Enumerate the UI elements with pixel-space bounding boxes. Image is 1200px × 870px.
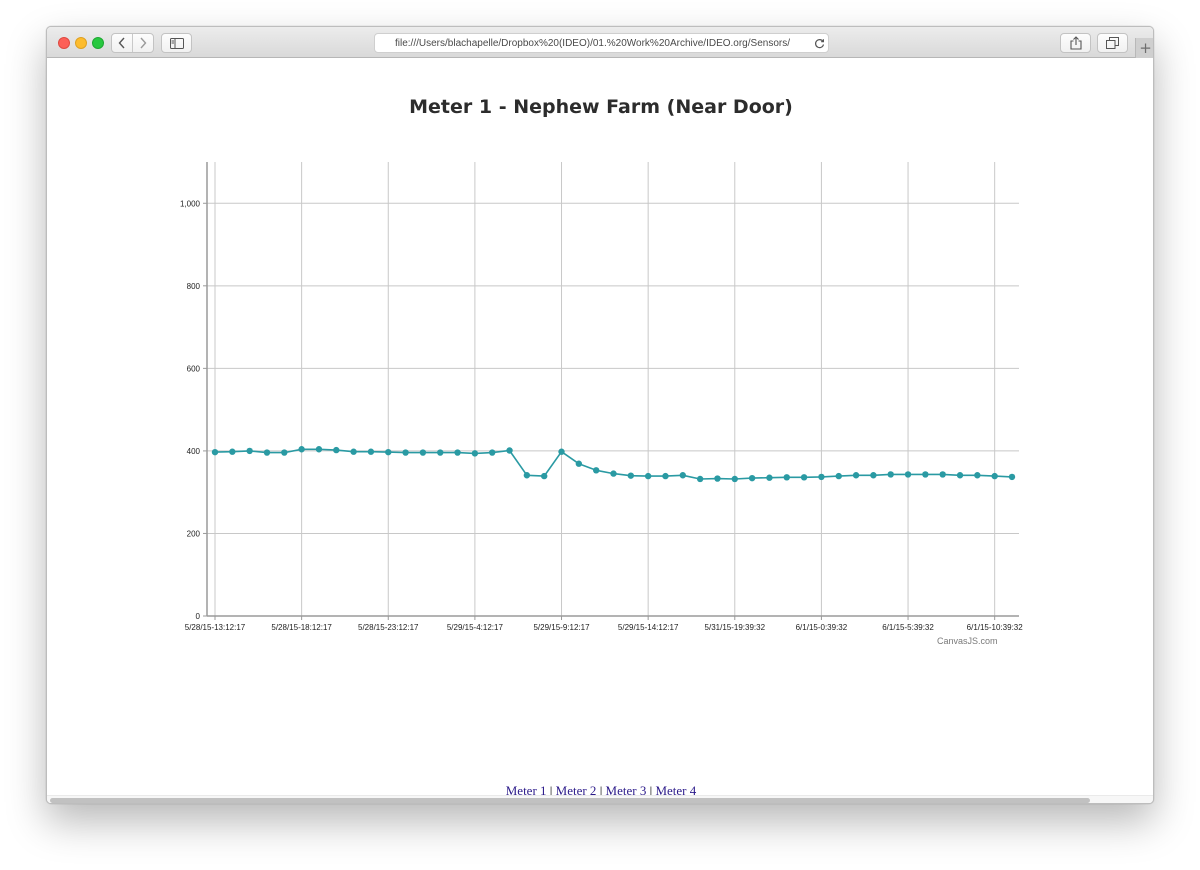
x-tick-label: 5/28/15-13:12:17 [185, 623, 246, 632]
forward-button[interactable] [132, 34, 153, 52]
data-point [696, 475, 704, 483]
data-point [974, 472, 981, 479]
data-point [402, 449, 409, 456]
browser-window: file:///Users/blachapelle/Dropbox%20(IDE… [46, 26, 1154, 804]
data-point [367, 448, 375, 455]
browser-toolbar: file:///Users/blachapelle/Dropbox%20(IDE… [47, 27, 1153, 58]
data-point [679, 472, 687, 479]
data-point [922, 471, 929, 478]
data-point [800, 474, 808, 481]
data-point [575, 460, 583, 467]
data-point [506, 447, 513, 454]
share-button[interactable] [1060, 33, 1091, 53]
data-point [991, 472, 998, 480]
x-tick-label: 6/1/15-5:39:32 [882, 623, 934, 632]
data-point [904, 471, 912, 478]
data-point [1008, 473, 1016, 481]
data-point [835, 472, 842, 480]
horizontal-scrollbar[interactable] [47, 795, 1153, 803]
zoom-window-button[interactable] [92, 37, 104, 49]
x-tick-label: 5/28/15-18:12:17 [271, 623, 332, 632]
x-tick-label: 5/29/15-9:12:17 [533, 623, 590, 632]
x-tick-label: 6/1/15-0:39:32 [796, 623, 848, 632]
data-point [437, 449, 444, 456]
minimize-window-button[interactable] [75, 37, 87, 49]
new-tab-button[interactable]: + [1135, 38, 1153, 58]
data-point [454, 449, 461, 456]
data-point [887, 471, 894, 478]
y-tick-label: 800 [187, 282, 201, 291]
close-window-button[interactable] [58, 37, 70, 49]
data-point [956, 472, 964, 479]
data-point [489, 449, 496, 456]
back-forward-group [111, 33, 154, 53]
meter-4-link[interactable]: Meter 4 [655, 783, 697, 798]
data-point [592, 467, 600, 474]
data-point [263, 449, 271, 456]
page-content: Meter 1 - Nephew Farm (Near Door) 0 200 40… [47, 58, 1153, 803]
data-point [315, 446, 323, 453]
line-chart: 0 200 400 600 800 1,000 5/28/15-13:12:17 5/28/1… [180, 162, 1024, 632]
y-tick-label: 200 [187, 529, 201, 538]
meter-2-link[interactable]: Meter 2 [555, 783, 597, 798]
data-point [610, 470, 617, 477]
share-icon [1069, 36, 1082, 50]
data-point [852, 472, 860, 479]
sidebar-toggle-button[interactable] [161, 33, 192, 53]
y-tick-label: 600 [187, 364, 201, 373]
data-point [870, 472, 877, 479]
data-point [644, 472, 652, 480]
data-point [471, 450, 479, 457]
link-separator: | [649, 783, 653, 798]
data-point [558, 448, 565, 455]
url-text[interactable]: file:///Users/blachapelle/Dropbox%20(IDE… [395, 37, 790, 49]
meter-3-link[interactable]: Meter 3 [605, 783, 647, 798]
link-separator: | [599, 783, 603, 798]
scrollbar-thumb[interactable] [50, 798, 1090, 803]
data-point [818, 473, 825, 481]
data-point [333, 446, 340, 454]
data-point [281, 449, 288, 456]
reload-button[interactable] [810, 38, 828, 49]
data-point [783, 474, 790, 481]
data-point [662, 472, 669, 480]
data-point [385, 448, 392, 456]
data-point [229, 448, 236, 455]
data-point [627, 472, 635, 479]
meter-1-link[interactable]: Meter 1 [505, 783, 547, 798]
canvasjs-credit[interactable]: CanvasJS.com [937, 636, 998, 646]
reload-icon [814, 38, 824, 48]
x-tick-label: 5/31/15-19:39:32 [705, 623, 766, 632]
data-point [731, 475, 738, 483]
data-point [939, 471, 946, 478]
x-tick-label: 5/29/15-4:12:17 [447, 623, 504, 632]
tabs-icon [1106, 37, 1119, 49]
data-point [298, 446, 305, 453]
data-point [748, 474, 756, 482]
chart-title: Meter 1 - Nephew Farm (Near Door) [409, 96, 793, 118]
chevron-left-icon [118, 37, 125, 49]
data-point [766, 474, 773, 481]
sidebar-icon [169, 37, 184, 49]
data-point [246, 447, 253, 455]
data-point [419, 449, 427, 456]
y-tick-label: 1,000 [180, 199, 201, 208]
address-bar[interactable]: file:///Users/blachapelle/Dropbox%20(IDE… [374, 33, 829, 53]
data-point [714, 475, 721, 482]
show-all-tabs-button[interactable] [1097, 33, 1128, 53]
x-tick-label: 6/1/15-10:39:32 [967, 623, 1024, 632]
x-tick-label: 5/28/15-23:12:17 [358, 623, 419, 632]
y-tick-label: 400 [187, 447, 201, 456]
plus-icon: + [1139, 39, 1152, 57]
data-point [350, 448, 357, 455]
data-point [540, 472, 548, 480]
data-point [523, 472, 531, 479]
chevron-right-icon [140, 37, 147, 49]
meter-nav: Meter 1 | Meter 2 | Meter 3 | Meter 4 [47, 783, 1153, 799]
data-point [211, 448, 219, 456]
x-tick-label: 5/29/15-14:12:17 [618, 623, 679, 632]
back-button[interactable] [112, 34, 132, 52]
y-tick-label: 0 [196, 612, 201, 621]
